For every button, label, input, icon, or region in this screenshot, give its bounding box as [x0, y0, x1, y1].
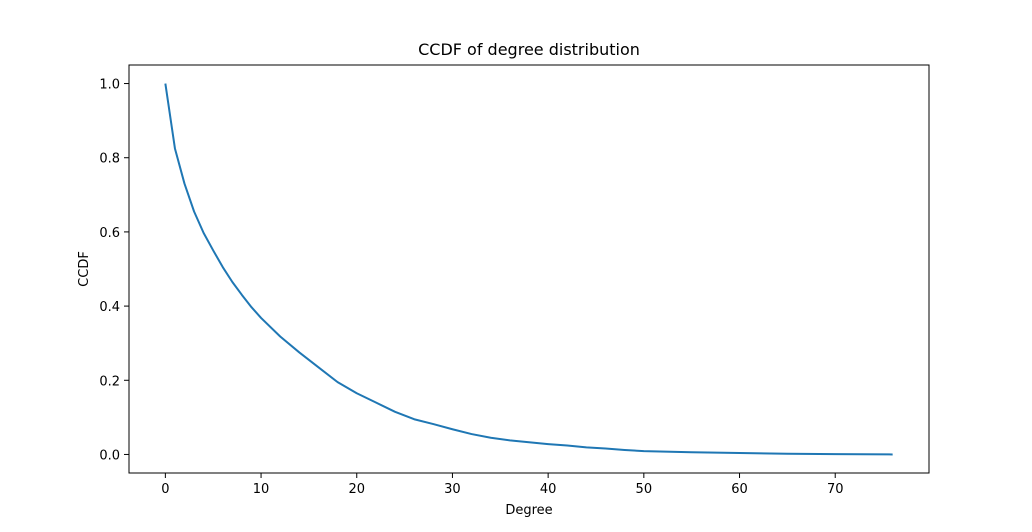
- y-tick-label: 0.4: [99, 300, 120, 315]
- y-tick-label: 0.6: [99, 226, 120, 241]
- plot-area: 0 10 20 30 40 50 60 70 0.0 0.2 0.4 0.6 0.8 1.0: [99, 64, 930, 497]
- y-axis-ticks: 0.0 0.2 0.4 0.6 0.8 1.0: [99, 78, 129, 463]
- x-tick-label: 20: [348, 482, 365, 497]
- series-line-ccdf: [164, 83, 893, 456]
- y-tick-label: 0.2: [99, 374, 120, 389]
- axes-frame: [128, 64, 930, 474]
- x-tick-label: 70: [827, 482, 844, 497]
- x-tick-label: 0: [161, 482, 169, 497]
- y-tick-label: 0.8: [99, 152, 120, 167]
- x-tick-label: 40: [540, 482, 557, 497]
- x-tick-label: 10: [253, 482, 270, 497]
- x-tick-label: 50: [636, 482, 653, 497]
- x-tick-label: 30: [444, 482, 461, 497]
- series-group: [164, 83, 893, 456]
- x-axis-ticks: 0 10 20 30 40 50 60 70: [161, 473, 843, 497]
- x-tick-label: 60: [731, 482, 748, 497]
- y-tick-label: 0.0: [99, 448, 120, 463]
- chart-title: CCDF of degree distribution: [418, 40, 640, 59]
- y-tick-label: 1.0: [99, 78, 120, 93]
- x-axis-label: Degree: [505, 503, 552, 518]
- y-axis-label: CCDF: [77, 251, 92, 287]
